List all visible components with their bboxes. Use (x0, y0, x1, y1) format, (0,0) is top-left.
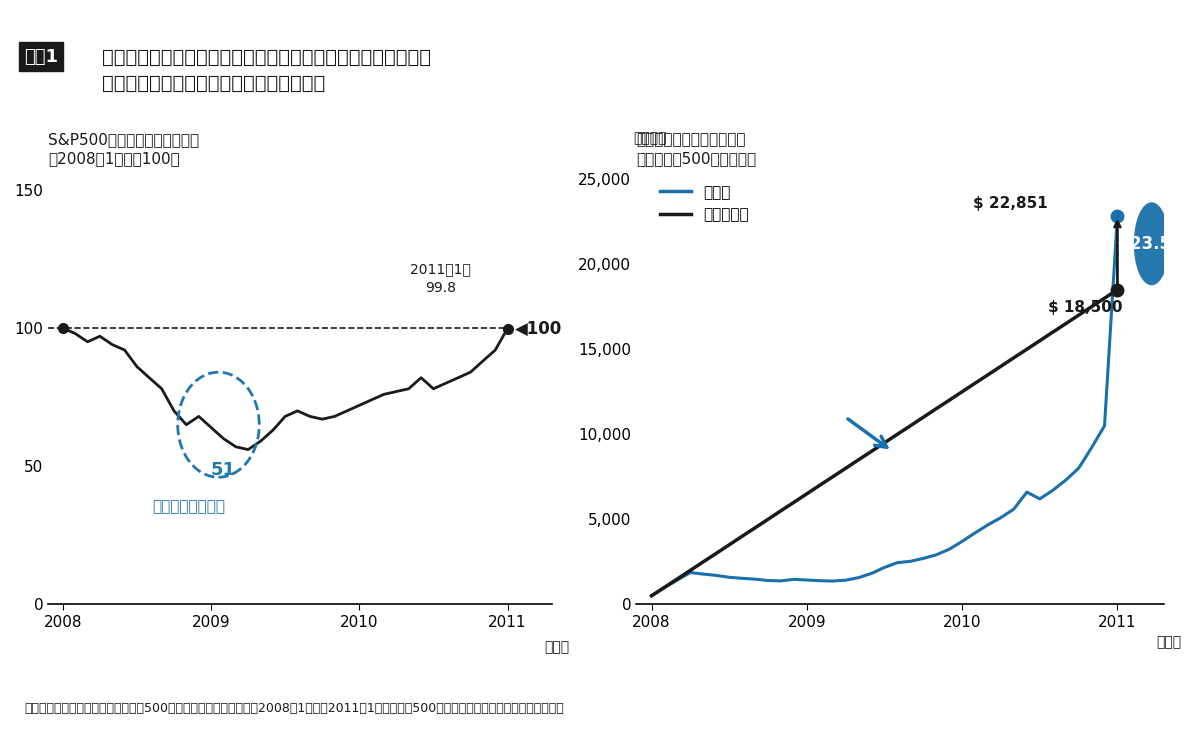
Text: $ 22,851: $ 22,851 (973, 195, 1048, 211)
Text: S&P500指数（配当込）の推移: S&P500指数（配当込）の推移 (48, 133, 199, 147)
Text: （年）: （年） (1157, 635, 1181, 649)
Text: $ 18,500: $ 18,500 (1048, 300, 1122, 315)
Text: （注）　リターン（右図）はＳ＆Ｐ500指数（配当込）に対して、2008年1月から2011年1月まで毎月500ドルを積立投資した場合の資産増加率: （注） リターン（右図）はＳ＆Ｐ500指数（配当込）に対して、2008年1月から… (24, 702, 564, 715)
Text: リーマンショック: リーマンショック (152, 500, 226, 514)
Text: 積立投資のパフォーマンス: 積立投資のパフォーマンス (636, 133, 745, 147)
Text: （年）: （年） (545, 640, 570, 654)
Text: 2011年1月
99.8: 2011年1月 99.8 (410, 262, 472, 295)
Text: +23.5%: +23.5% (1116, 235, 1187, 253)
Text: 51: 51 (210, 461, 235, 478)
Ellipse shape (1134, 203, 1169, 284)
Text: 図表1: 図表1 (24, 48, 58, 66)
Text: （2008年1月末を100）: （2008年1月末を100） (48, 151, 180, 166)
Text: 積立で投資した場合、リーマン・ショック直前に開始しても、
元の水準に戻った時点でプラスのリターン: 積立で投資した場合、リーマン・ショック直前に開始しても、 元の水準に戻った時点で… (102, 48, 431, 94)
Text: （毎月末に500ドル投資）: （毎月末に500ドル投資） (636, 151, 756, 166)
Legend: 評価額, 投資額累計: 評価額, 投資額累計 (654, 178, 755, 228)
Text: ◀100: ◀100 (515, 320, 562, 338)
Text: （ドル）: （ドル） (632, 131, 666, 145)
